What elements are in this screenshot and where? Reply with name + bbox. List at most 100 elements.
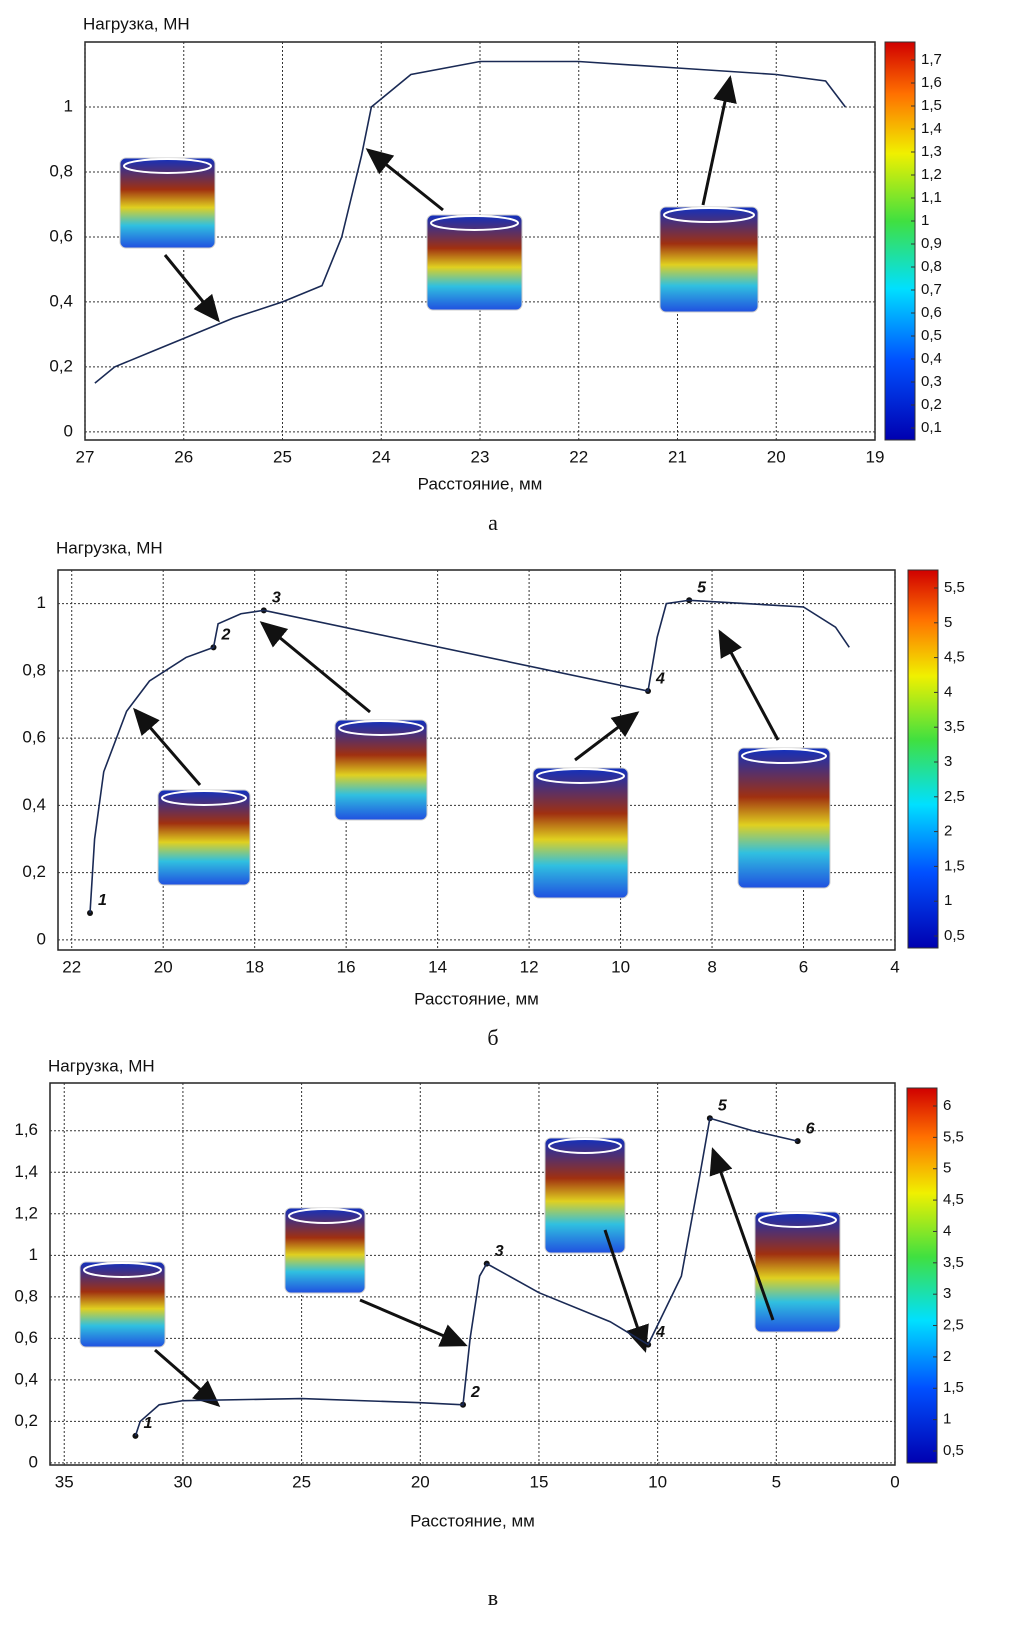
colorbar-label: 1,4 xyxy=(921,120,942,137)
page: 27262524232221201900,20,40,60,81Нагрузка… xyxy=(0,0,1028,1652)
colorbar-label: 0,9 xyxy=(921,235,942,252)
colorbar-label: 0,5 xyxy=(944,927,965,944)
y-tick-label: 0,4 xyxy=(49,291,73,310)
y-tick-label: 0,8 xyxy=(49,161,73,180)
colorbar-label: 1,5 xyxy=(944,857,965,874)
x-tick-label: 6 xyxy=(799,957,808,976)
point-label: 2 xyxy=(221,627,231,644)
x-tick-label: 5 xyxy=(772,1472,781,1491)
colorbar-label: 4 xyxy=(944,683,952,700)
colorbar-label: 5 xyxy=(943,1160,951,1177)
chart: 27262524232221201900,20,40,60,81Нагрузка… xyxy=(49,14,942,535)
colorbar-label: 3 xyxy=(944,753,952,770)
x-tick-label: 25 xyxy=(273,447,292,466)
caption: а xyxy=(488,510,498,535)
x-tick-label: 20 xyxy=(411,1472,430,1491)
colorbar-label: 0,1 xyxy=(921,419,942,436)
x-tick-label: 25 xyxy=(292,1472,311,1491)
fe-image xyxy=(738,748,830,888)
colorbar-label: 1,5 xyxy=(943,1379,964,1396)
point-label: 3 xyxy=(272,590,281,607)
x-tick-label: 10 xyxy=(648,1472,667,1491)
colorbar-label: 5 xyxy=(944,614,952,631)
x-axis-title: Расстояние, мм xyxy=(414,989,539,1008)
y-axis-title: Нагрузка, МН xyxy=(56,538,163,557)
colorbar-label: 2 xyxy=(943,1348,951,1365)
x-tick-label: 35 xyxy=(55,1472,74,1491)
y-tick-label: 1,4 xyxy=(14,1162,38,1181)
x-tick-label: 20 xyxy=(767,447,786,466)
y-tick-label: 1,2 xyxy=(14,1203,38,1222)
colorbar-label: 0,6 xyxy=(921,304,942,321)
y-axis-title: Нагрузка, МН xyxy=(83,14,190,33)
x-tick-label: 14 xyxy=(428,957,447,976)
y-tick-label: 1,6 xyxy=(14,1120,38,1139)
colorbar-label: 1,2 xyxy=(921,166,942,183)
point-label: 5 xyxy=(718,1098,728,1115)
colorbar-label: 3 xyxy=(943,1285,951,1302)
colorbar-label: 1 xyxy=(944,892,952,909)
colorbar-label: 2 xyxy=(944,823,952,840)
colorbar-label: 1,5 xyxy=(921,97,942,114)
x-tick-label: 18 xyxy=(245,957,264,976)
y-tick-label: 0,6 xyxy=(22,728,46,747)
x-tick-label: 21 xyxy=(668,447,687,466)
x-tick-label: 20 xyxy=(154,957,173,976)
colorbar-label: 1,1 xyxy=(921,189,942,206)
colorbar-label: 4,5 xyxy=(943,1191,964,1208)
caption: в xyxy=(488,1585,498,1610)
colorbar xyxy=(885,42,915,440)
x-tick-label: 27 xyxy=(76,447,95,466)
x-tick-label: 26 xyxy=(174,447,193,466)
y-axis-title: Нагрузка, МН xyxy=(48,1056,155,1075)
point-label: 5 xyxy=(697,579,707,596)
x-tick-label: 16 xyxy=(337,957,356,976)
colorbar-label: 0,7 xyxy=(921,281,942,298)
y-tick-label: 1 xyxy=(64,96,73,115)
colorbar-label: 5,5 xyxy=(944,579,965,596)
x-tick-label: 12 xyxy=(520,957,539,976)
x-tick-label: 0 xyxy=(890,1472,899,1491)
colorbar-label: 0,4 xyxy=(921,350,942,367)
y-tick-label: 0 xyxy=(37,929,46,948)
y-tick-label: 0,8 xyxy=(22,660,46,679)
caption: б xyxy=(487,1025,498,1050)
x-tick-label: 30 xyxy=(173,1472,192,1491)
colorbar-label: 1,3 xyxy=(921,143,942,160)
colorbar-label: 4 xyxy=(943,1222,951,1239)
point-label: 3 xyxy=(495,1243,504,1260)
x-axis-title: Расстояние, мм xyxy=(418,474,543,493)
colorbar-label: 1 xyxy=(943,1411,951,1428)
y-tick-label: 0,2 xyxy=(22,862,46,881)
chart: 3530252015105000,20,40,60,811,21,41,6Наг… xyxy=(14,1056,964,1610)
colorbar-label: 3,5 xyxy=(943,1254,964,1271)
colorbar-label: 5,5 xyxy=(943,1128,964,1145)
y-tick-label: 0 xyxy=(64,421,73,440)
y-tick-label: 0,2 xyxy=(49,356,73,375)
colorbar-label: 3,5 xyxy=(944,718,965,735)
fe-image xyxy=(533,768,628,898)
y-tick-label: 0,2 xyxy=(14,1411,38,1430)
y-tick-label: 0,6 xyxy=(49,226,73,245)
colorbar-label: 2,5 xyxy=(943,1317,964,1334)
y-tick-label: 0,8 xyxy=(14,1286,38,1305)
point-label: 4 xyxy=(655,670,665,687)
y-tick-label: 0 xyxy=(29,1452,38,1471)
point-label: 6 xyxy=(806,1120,815,1137)
colorbar-label: 0,5 xyxy=(943,1442,964,1459)
colorbar-label: 2,5 xyxy=(944,788,965,805)
colorbar-label: 1,6 xyxy=(921,74,942,91)
colorbar-label: 0,5 xyxy=(921,327,942,344)
x-tick-label: 24 xyxy=(372,447,391,466)
colorbar-label: 1 xyxy=(921,212,929,229)
colorbar-label: 0,8 xyxy=(921,258,942,275)
x-tick-label: 22 xyxy=(62,957,81,976)
point-label: 1 xyxy=(98,892,107,909)
colorbar-label: 0,2 xyxy=(921,396,942,413)
point-label: 2 xyxy=(470,1384,480,1401)
colorbar-label: 0,3 xyxy=(921,373,942,390)
x-tick-label: 8 xyxy=(707,957,716,976)
y-tick-label: 1 xyxy=(37,593,46,612)
y-tick-label: 1 xyxy=(29,1245,38,1264)
